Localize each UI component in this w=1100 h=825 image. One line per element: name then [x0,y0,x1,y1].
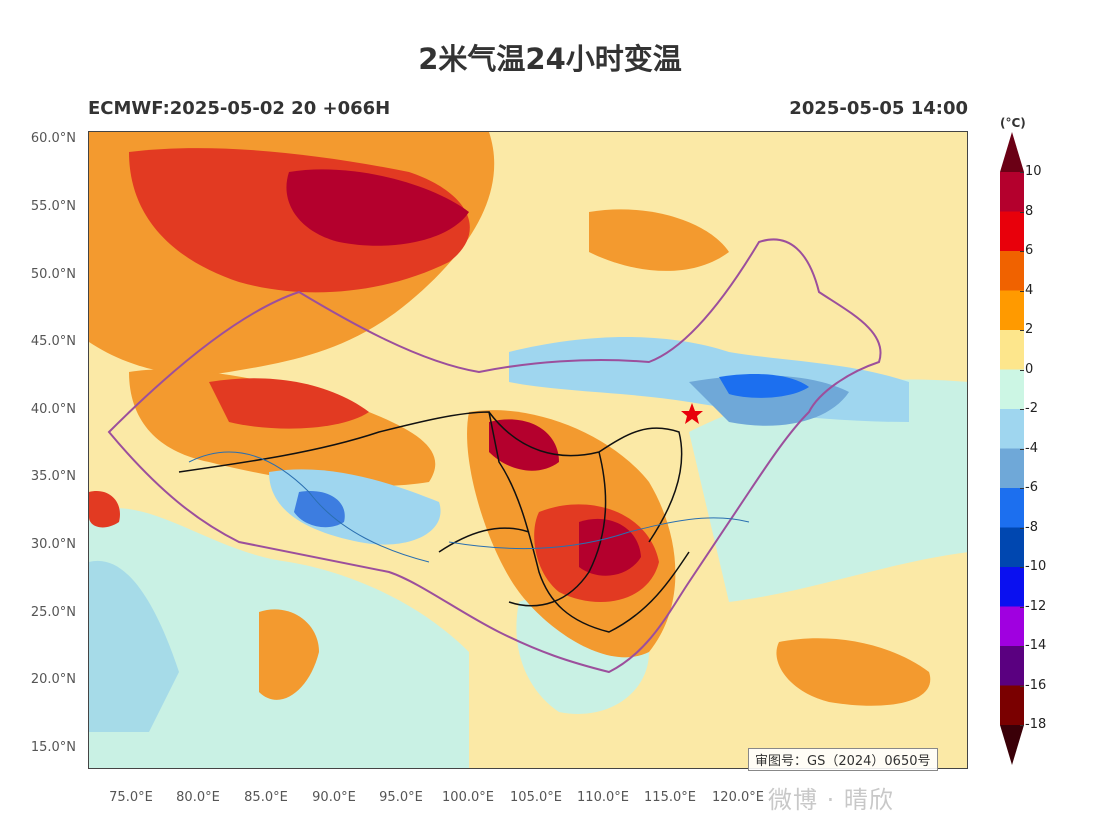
lat-label: 30.0°N [30,537,76,552]
colorbar-tick-label: -16 [1025,677,1047,693]
colorbar-tick-label: -6 [1025,480,1038,495]
colorbar-tick-label: -2 [1025,401,1038,416]
colorbar-box [1000,330,1024,370]
colorbar-tick [1020,725,1024,726]
colorbar-box [1000,290,1024,331]
lon-label: 80.0°E [176,790,220,805]
colorbar-box [1000,448,1024,489]
lon-label: 115.0°E [644,790,696,805]
colorbar-box [1000,646,1024,686]
colorbar-tick-label: 4 [1025,282,1034,298]
lat-label: 50.0°N [30,267,76,282]
lon-label: 85.0°E [244,790,288,805]
colorbar-tick [1020,330,1024,331]
lon-label: 100.0°E [442,790,494,805]
temperature-change-map[interactable] [88,131,968,769]
valid-time-label: 2025-05-05 14:00 [789,98,968,119]
colorbar-box [1000,172,1024,212]
colorbar-tick [1020,251,1024,252]
lat-label: 40.0°N [30,402,76,417]
lat-label: 20.0°N [30,672,76,687]
colorbar-tick-label: -14 [1025,638,1047,653]
colorbar-tick [1020,567,1024,568]
map-approval-number: 审图号：GS（2024）0650号 [748,748,938,771]
colorbar-tick-label: 2 [1025,322,1034,337]
lon-label: 90.0°E [312,790,356,805]
colorbar-box [1000,567,1024,607]
colorbar-tick-label: 0 [1025,361,1034,377]
model-run-label: ECMWF:2025-05-02 20 +066H [88,98,391,119]
chart-title: 2米气温24小时变温 [418,42,682,76]
colorbar-box [1000,527,1024,568]
colorbar-tick [1020,448,1024,450]
lon-label: 105.0°E [510,790,562,805]
colorbar-tick [1020,685,1024,687]
lon-label: 110.0°E [577,790,629,805]
colorbar-tick [1020,172,1024,173]
colorbar-tick-label: 8 [1025,203,1034,219]
colorbar-tick [1020,369,1024,371]
colorbar-box [1000,488,1024,528]
lat-label: 15.0°N [30,740,76,755]
colorbar-tick-label: 10 [1025,164,1042,179]
colorbar-tick [1020,646,1024,647]
colorbar-top-arrow [1000,132,1024,172]
colorbar-tick [1020,527,1024,529]
lon-label: 120.0°E [712,790,764,805]
colorbar-tick [1020,488,1024,489]
lon-label: 75.0°E [109,790,153,805]
lat-label: 60.0°N [30,131,76,146]
lat-label: 35.0°N [30,469,76,484]
colorbar-bottom-arrow [1000,725,1024,765]
colorbar [1000,132,1024,765]
lon-label: 95.0°E [379,790,423,805]
colorbar-tick-label: -4 [1025,440,1038,456]
colorbar-box [1000,409,1024,449]
lat-label: 25.0°N [30,605,76,620]
colorbar-tick [1020,290,1024,292]
colorbar-tick-label: 6 [1025,243,1034,258]
colorbar-box [1000,251,1024,291]
colorbar-box [1000,211,1024,252]
colorbar-tick-label: -12 [1025,598,1047,614]
watermark: 微博 · 晴欣 [768,786,894,814]
colorbar-box [1000,606,1024,647]
map-canvas [89,132,967,768]
colorbar-box [1000,685,1024,726]
colorbar-unit: (°C) [1000,116,1026,130]
colorbar-tick [1020,606,1024,608]
colorbar-tick-label: -8 [1025,519,1038,535]
colorbar-tick [1020,211,1024,213]
colorbar-box [1000,369,1024,410]
colorbar-tick-label: -18 [1025,717,1047,732]
colorbar-tick-label: -10 [1025,559,1047,574]
colorbar-tick [1020,409,1024,410]
capital-star-icon [681,403,703,424]
lat-label: 45.0°N [30,334,76,349]
lat-label: 55.0°N [30,199,76,214]
